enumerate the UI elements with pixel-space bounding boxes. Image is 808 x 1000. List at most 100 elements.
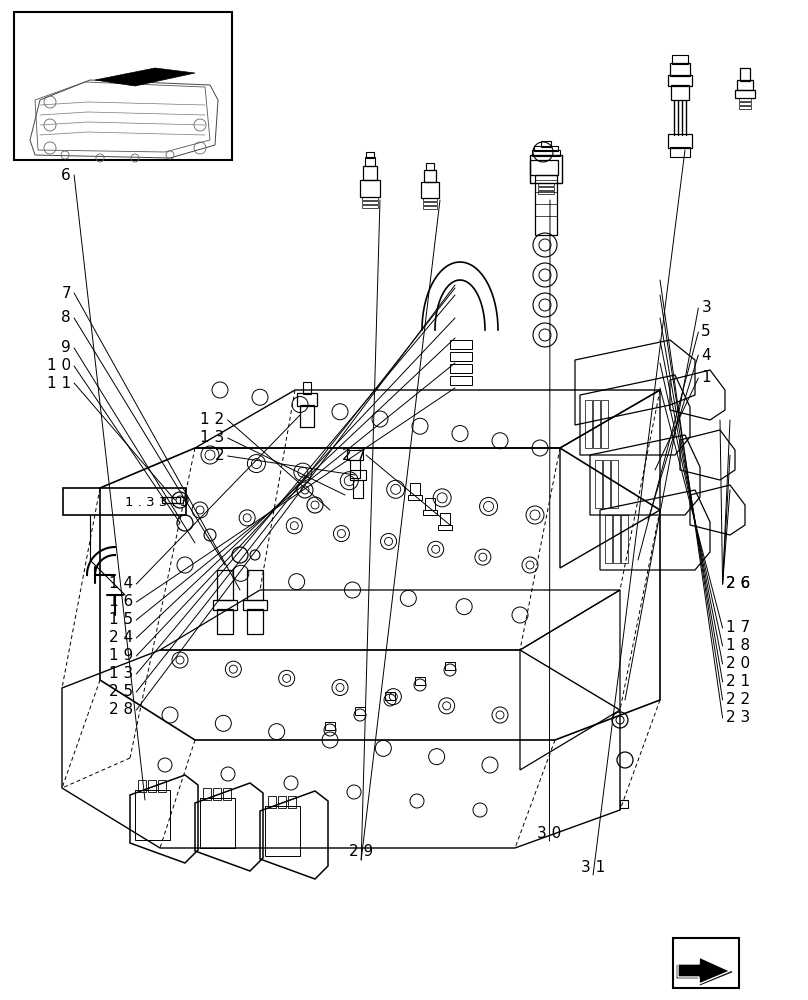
Bar — [535, 175, 557, 235]
Bar — [14, 12, 232, 160]
Bar — [445, 662, 455, 670]
Bar — [739, 98, 751, 101]
Text: 3: 3 — [701, 300, 711, 316]
Bar — [450, 340, 472, 349]
Bar — [138, 780, 146, 792]
Bar — [362, 201, 378, 204]
Bar — [268, 796, 276, 808]
Text: 1 1: 1 1 — [47, 375, 71, 390]
Bar — [668, 75, 692, 86]
Bar — [423, 510, 437, 515]
Text: 1 3: 1 3 — [109, 666, 133, 682]
Bar — [450, 364, 472, 373]
Bar — [613, 515, 620, 563]
Text: 1 8: 1 8 — [726, 639, 750, 654]
Bar — [135, 790, 170, 840]
Bar — [217, 570, 233, 600]
Bar — [593, 400, 600, 448]
Bar — [668, 134, 692, 148]
Bar — [538, 183, 554, 186]
Bar — [63, 488, 186, 515]
Text: 2 4: 2 4 — [109, 631, 133, 646]
Text: 1 . 3 3 . 3: 1 . 3 3 . 3 — [125, 495, 188, 508]
Bar — [601, 400, 608, 448]
Bar — [200, 798, 235, 848]
Bar — [671, 85, 689, 100]
Text: 5: 5 — [701, 324, 711, 340]
Bar — [672, 55, 688, 64]
Bar — [213, 600, 237, 610]
Bar — [421, 182, 439, 198]
Bar — [288, 796, 296, 808]
Bar — [350, 470, 366, 480]
Text: 2 3: 2 3 — [726, 710, 750, 726]
Bar — [735, 90, 755, 98]
Text: 7: 7 — [61, 286, 71, 300]
Bar — [350, 460, 360, 478]
Bar — [532, 150, 560, 156]
Bar — [410, 483, 420, 495]
Bar — [365, 157, 375, 166]
Bar — [360, 180, 380, 197]
Bar — [541, 141, 551, 147]
Bar — [247, 609, 263, 634]
Text: 9: 9 — [61, 340, 71, 356]
Bar — [620, 800, 628, 808]
Bar — [585, 400, 592, 448]
Text: 1 9: 1 9 — [109, 648, 133, 664]
Text: 1 4: 1 4 — [109, 576, 133, 591]
Bar — [423, 202, 437, 205]
Bar — [213, 788, 221, 800]
Bar — [217, 609, 233, 634]
Bar — [243, 600, 267, 610]
Text: 1 5: 1 5 — [109, 612, 133, 628]
Text: 2 8: 2 8 — [109, 702, 133, 718]
Bar — [673, 938, 739, 988]
Bar — [303, 382, 311, 394]
Bar — [362, 197, 378, 200]
Text: 2 5: 2 5 — [109, 684, 133, 700]
Bar — [534, 146, 558, 151]
Bar — [158, 780, 166, 792]
Bar — [265, 806, 300, 856]
Bar — [595, 460, 602, 508]
Bar — [325, 722, 335, 730]
Text: 2 9: 2 9 — [349, 844, 373, 859]
Bar — [450, 376, 472, 385]
Bar — [670, 63, 690, 76]
Bar — [621, 515, 628, 563]
Text: 6: 6 — [61, 167, 71, 182]
Bar — [366, 152, 374, 158]
Text: 2: 2 — [215, 448, 225, 464]
Bar — [223, 788, 231, 800]
Bar — [530, 155, 562, 183]
Bar — [247, 570, 263, 600]
Bar — [739, 106, 751, 109]
Bar — [438, 525, 452, 530]
Bar — [740, 68, 750, 81]
Text: 3 0: 3 0 — [537, 826, 562, 840]
Bar — [426, 163, 434, 170]
Bar — [538, 187, 554, 190]
Bar — [363, 166, 377, 180]
Text: 2 7: 2 7 — [342, 448, 366, 462]
Bar — [362, 205, 378, 208]
Bar — [423, 198, 437, 201]
Text: 1 0: 1 0 — [47, 359, 71, 373]
Bar — [423, 206, 437, 209]
Polygon shape — [95, 68, 195, 86]
Bar — [603, 460, 610, 508]
Bar — [148, 780, 156, 792]
Text: 2 2: 2 2 — [726, 692, 750, 708]
Polygon shape — [677, 958, 732, 985]
Text: 2 0: 2 0 — [726, 656, 750, 672]
Bar — [440, 513, 450, 525]
Bar — [611, 460, 618, 508]
Bar — [425, 498, 435, 510]
Text: 3 1: 3 1 — [581, 859, 605, 874]
Text: 1 3: 1 3 — [200, 430, 225, 446]
Bar — [737, 80, 753, 90]
Bar — [297, 393, 317, 406]
Bar — [355, 707, 365, 715]
Text: 2 1: 2 1 — [726, 674, 750, 690]
